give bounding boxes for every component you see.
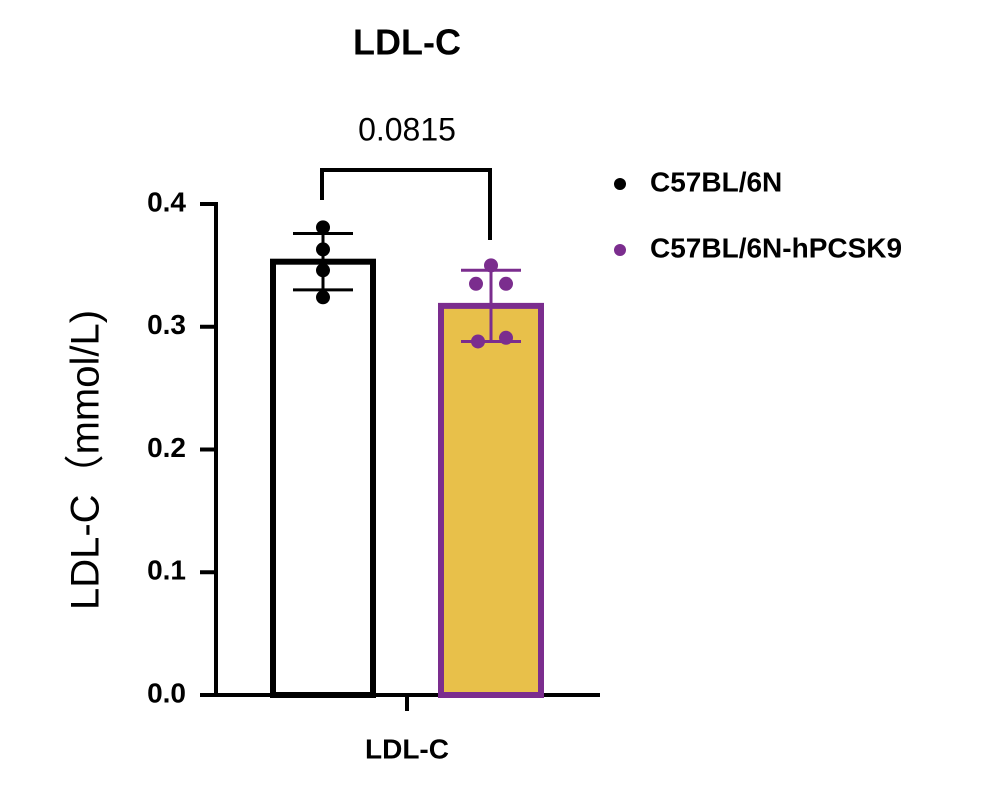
legend-marker bbox=[614, 178, 626, 190]
data-point bbox=[499, 330, 513, 345]
data-point bbox=[316, 263, 330, 278]
y-tick-label: 0.3 bbox=[147, 309, 186, 340]
chart-title: LDL-C bbox=[353, 22, 461, 63]
data-point bbox=[484, 258, 498, 273]
x-tick-label: LDL-C bbox=[365, 733, 449, 764]
bar bbox=[270, 258, 376, 698]
data-point bbox=[316, 290, 330, 305]
data-point bbox=[471, 334, 485, 349]
data-point bbox=[499, 276, 513, 291]
bracket bbox=[320, 168, 492, 240]
data-point bbox=[469, 276, 483, 291]
data-point bbox=[316, 242, 330, 257]
y-tick-label: 0.0 bbox=[147, 677, 186, 708]
annotation: 0.0815 bbox=[358, 111, 456, 147]
y-axis-label: LDL-C（mmol/L) bbox=[64, 310, 108, 610]
y-tick-label: 0.4 bbox=[147, 186, 186, 217]
legend-label: C57BL/6N bbox=[650, 166, 782, 197]
legend-label: C57BL/6N-hPCSK9 bbox=[650, 232, 902, 263]
y-tick-label: 0.2 bbox=[147, 432, 186, 463]
legend-marker bbox=[614, 244, 626, 256]
y-tick-label: 0.1 bbox=[147, 555, 186, 586]
bar bbox=[438, 302, 544, 698]
data-point bbox=[316, 220, 330, 235]
